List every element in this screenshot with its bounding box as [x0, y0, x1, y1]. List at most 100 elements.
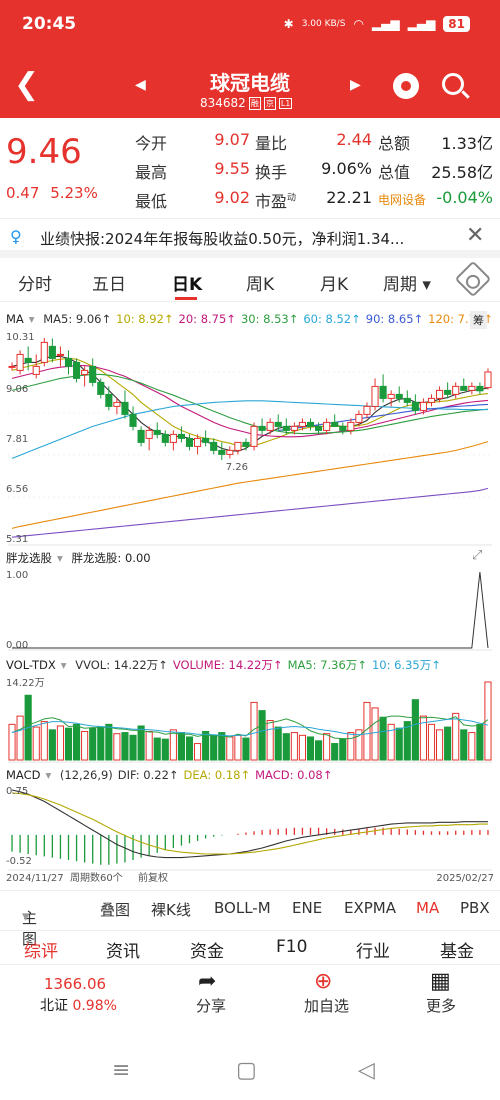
close-icon[interactable]: ✕ — [466, 223, 485, 248]
tab-five-day[interactable]: 五日 — [92, 275, 126, 295]
indicator-expma[interactable]: EXPMA — [344, 899, 397, 917]
pl-name[interactable]: 胖龙选股 — [6, 551, 52, 565]
share-icon[interactable]: ➦ — [198, 969, 217, 994]
search-icon[interactable] — [442, 73, 464, 95]
turnover-value: 9.06% — [321, 159, 372, 178]
macd-legend-item: DEA: 0.18↑ — [183, 768, 251, 782]
volume-bar — [298, 734, 306, 761]
candle-body — [16, 353, 24, 371]
status-time: 20:45 — [22, 14, 77, 34]
candle-body — [306, 421, 315, 427]
candle-body — [73, 361, 81, 379]
candle-body — [24, 357, 32, 363]
index-name[interactable]: 北证 0.98% — [40, 995, 117, 1015]
tag-rong: 融 — [248, 96, 261, 110]
more-button[interactable]: 更多 — [426, 997, 457, 1015]
tab-period[interactable]: 周期 ▾ — [383, 275, 431, 295]
vol-name[interactable]: VOL-TDX — [6, 658, 56, 672]
news-text[interactable]: 业绩快报:2024年年报每股收益0.50元，净利润1.34... — [40, 230, 405, 248]
macd-legend-items: (12,26,9) DIF: 0.22↑ DEA: 0.18↑ MACD: 0.08↑ — [60, 768, 337, 782]
candle-body — [379, 385, 387, 399]
indicator-main-label: 主图 — [22, 909, 38, 948]
prev-stock-icon[interactable]: ◀ — [135, 77, 146, 93]
candle-body — [371, 385, 379, 407]
dea-line — [11, 792, 488, 855]
indicator-pbx[interactable]: PBX — [460, 899, 490, 917]
stock-charts[interactable]: 10.31 9.06 7.81 6.56 5.31 7.26 1.00 0.00 14.22万 0… — [0, 0, 500, 890]
chips-badge[interactable]: 筹 — [470, 311, 487, 329]
indicator-overlay[interactable]: 叠图 — [100, 901, 131, 919]
macd-legend: MACD ▾ (12,26,9) DIF: 0.22↑ DEA: 0.18↑ MACD:… — [6, 768, 496, 782]
candle-body — [347, 421, 355, 431]
tab-funds[interactable]: 资金 — [190, 942, 224, 962]
low-label: 最低 — [135, 192, 168, 211]
battery-icon: 81 — [443, 16, 470, 32]
tab-news[interactable]: 资讯 — [106, 942, 140, 962]
signal-icon-2: ▂▄▆ — [407, 17, 436, 31]
tab-weekly-k[interactable]: 周K — [246, 275, 275, 295]
volume-bar — [105, 723, 113, 761]
indicator-boll[interactable]: BOLL-M — [214, 899, 271, 917]
home-icon[interactable]: ▢ — [236, 1058, 257, 1083]
wifi-icon: ◠ — [353, 17, 364, 31]
menu-icon[interactable]: ≡ — [112, 1058, 131, 1083]
volume-bar — [8, 723, 16, 761]
candle-body — [419, 401, 427, 411]
share-button[interactable]: 分享 — [196, 997, 227, 1015]
tab-overview[interactable]: 综评 — [24, 942, 58, 962]
tag-l1: L1 — [278, 97, 293, 109]
candle-body — [97, 381, 105, 395]
volume-bar — [226, 736, 234, 761]
tab-daily-k[interactable]: 日K — [172, 275, 203, 295]
volume-bar — [444, 726, 452, 761]
macd-name[interactable]: MACD — [6, 768, 41, 782]
volume-bar — [81, 730, 89, 761]
next-stock-icon[interactable]: ▶ — [350, 77, 361, 93]
assistant-icon[interactable] — [393, 73, 419, 99]
candle-body — [274, 421, 282, 427]
ma-legend-name[interactable]: MA — [6, 312, 24, 326]
ma-legend-item: MA5: 9.06↑ — [43, 312, 112, 326]
volume-bar — [460, 729, 468, 761]
sector-label[interactable]: 电网设备 — [378, 193, 427, 207]
back-nav-icon[interactable]: ◁ — [358, 1058, 375, 1083]
indicator-ma[interactable]: MA — [416, 899, 440, 917]
bluetooth-icon: ✱ — [283, 17, 294, 31]
tab-f10[interactable]: F10 — [276, 937, 308, 957]
add-watchlist-button[interactable]: 加自选 — [304, 997, 350, 1015]
indicator-bare-k[interactable]: 裸K线 — [151, 901, 191, 919]
macd-legend-item: (12,26,9) — [59, 768, 113, 782]
status-icons: ✱ 3.00 KB/S ◠ ▂▄▆ ▂▄▆ 81 — [284, 16, 470, 32]
tab-period-label: 周期 — [383, 275, 417, 295]
volume-bar — [371, 707, 379, 761]
tab-fund[interactable]: 基金 — [440, 942, 474, 962]
news-banner[interactable]: ♀ 业绩快报:2024年年报每股收益0.50元，净利润1.34... ✕ — [0, 218, 500, 258]
ma-line-ma120 — [11, 441, 489, 529]
turnover-label: 换手 — [255, 163, 288, 182]
candle-body — [153, 429, 161, 435]
volume-bar — [476, 723, 484, 761]
expand-icon[interactable]: ⤢ — [472, 548, 483, 563]
candle-body — [81, 369, 89, 375]
low-value: 9.02 — [214, 188, 250, 207]
volume-bar — [282, 733, 290, 761]
pe-label: 市盈动 — [255, 188, 296, 212]
stock-code-row: 834682 融 京 L1 — [200, 96, 293, 110]
bottom-tabs: 综评 资讯 资金 F10 行业 基金 — [0, 930, 500, 964]
candle-body — [298, 421, 306, 427]
amount-label: 总额 — [378, 134, 411, 153]
volume-bar — [339, 738, 347, 761]
candle-body — [266, 421, 274, 431]
tab-monthly-k[interactable]: 月K — [320, 275, 349, 295]
tab-intraday[interactable]: 分时 — [18, 275, 52, 295]
candle-body — [258, 425, 266, 431]
stock-code: 834682 — [200, 96, 246, 110]
indicator-ene[interactable]: ENE — [292, 899, 323, 917]
tab-industry[interactable]: 行业 — [356, 942, 390, 962]
more-grid-icon[interactable]: ▦ — [430, 969, 451, 994]
volume-bar — [185, 736, 194, 761]
add-watchlist-icon[interactable]: ⊕ — [314, 969, 333, 994]
back-icon[interactable]: ❮ — [14, 67, 40, 102]
index-value[interactable]: 1366.06 — [44, 975, 107, 993]
price-change: 0.47 5.23% — [6, 184, 98, 202]
